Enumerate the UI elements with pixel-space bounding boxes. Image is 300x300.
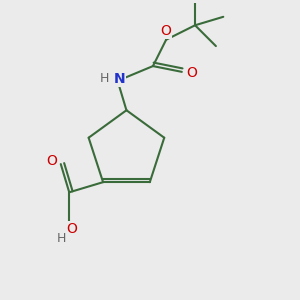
Text: O: O [186, 66, 197, 80]
Text: N: N [114, 72, 126, 86]
Text: O: O [67, 222, 78, 236]
Text: O: O [46, 154, 57, 168]
Text: H: H [100, 72, 109, 85]
Text: H: H [57, 232, 67, 245]
Text: O: O [161, 24, 172, 38]
